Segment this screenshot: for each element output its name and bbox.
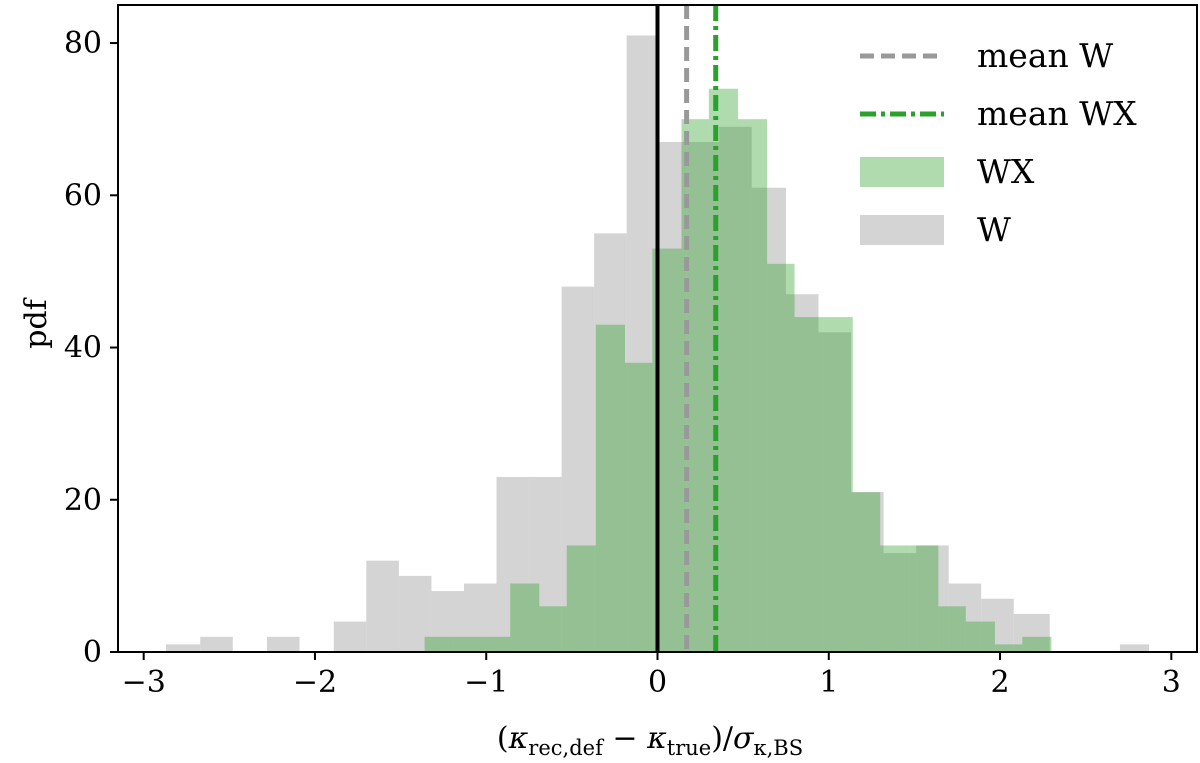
bar-wx: [595, 324, 625, 652]
bar-w: [751, 187, 786, 652]
bar-wx: [767, 263, 795, 652]
bar-w: [851, 492, 884, 652]
bar-wx: [909, 545, 939, 652]
legend-swatch: [860, 157, 944, 187]
x-tick-label: −1: [464, 665, 508, 700]
bar-w: [398, 575, 432, 652]
bar-w: [655, 142, 687, 652]
legend-swatch: [860, 215, 944, 245]
bar-wx: [880, 545, 910, 652]
legend-item-mean-w: mean W: [860, 36, 1113, 75]
x-tick-label: 3: [1162, 665, 1181, 700]
bar-wx: [965, 621, 995, 652]
bar-w: [267, 636, 300, 652]
y-tick-label: 0: [83, 635, 102, 670]
y-axis-label: pdf: [19, 297, 54, 348]
bar-w: [333, 621, 367, 652]
bar-wx: [566, 545, 596, 652]
legend-label: mean WX: [977, 94, 1137, 133]
legend-item-w: W: [860, 210, 1011, 249]
bar-w: [719, 126, 752, 653]
legend-item-mean-wx: mean WX: [860, 94, 1137, 133]
x-tick-label: 2: [990, 665, 1009, 700]
vertical-lines: [655, 5, 719, 652]
bar-w: [883, 553, 917, 652]
bar-wx: [737, 119, 768, 653]
bar-wx: [1022, 636, 1052, 652]
bar-w: [496, 476, 530, 652]
x-tick-label: 0: [648, 665, 667, 700]
bar-w: [785, 294, 819, 652]
bar-w: [366, 560, 399, 652]
y-tick-label: 20: [64, 483, 102, 518]
bar-w: [1013, 613, 1050, 652]
y-tick-label: 40: [64, 331, 102, 366]
bar-wx: [453, 636, 482, 652]
bar-w: [431, 591, 464, 652]
bar-w: [463, 583, 497, 652]
bar-wx: [624, 362, 653, 652]
bar-w: [594, 233, 627, 652]
axis-ticks: −3 −2 −1 0 1 2 3 0 20 40 60 80: [64, 26, 1181, 700]
bar-wx: [852, 492, 881, 652]
bar-wx: [794, 317, 824, 652]
legend-label: W: [977, 210, 1011, 249]
bar-w: [916, 545, 949, 652]
legend-item-wx: WX: [860, 152, 1035, 191]
legend: mean W mean WX WX W: [860, 36, 1137, 249]
x-tick-label: 1: [819, 665, 838, 700]
bar-w: [818, 332, 852, 652]
bar-wx: [424, 636, 454, 652]
bar-wx: [994, 644, 1023, 652]
bar-w: [200, 636, 233, 652]
x-tick-label: −2: [293, 665, 337, 700]
bar-w: [529, 476, 562, 652]
bar-w: [948, 583, 982, 652]
x-tick-label: −3: [122, 665, 166, 700]
y-tick-label: 60: [64, 178, 102, 213]
bar-w: [626, 35, 656, 652]
bar-wx: [510, 583, 540, 652]
bar-wx: [823, 317, 853, 652]
bar-w: [165, 644, 201, 652]
series-wx: [424, 88, 1052, 653]
bar-w: [981, 598, 1014, 652]
bar-w: [1119, 644, 1150, 652]
bar-wx: [481, 636, 511, 652]
bar-wx: [938, 606, 966, 652]
legend-label: WX: [977, 152, 1035, 191]
bar-wx: [539, 606, 567, 652]
bar-w: [561, 286, 595, 652]
y-tick-label: 80: [64, 26, 102, 61]
legend-label: mean W: [977, 36, 1113, 75]
x-axis-label: (κrec,def − κtrue)/σκ,BS: [497, 721, 803, 760]
